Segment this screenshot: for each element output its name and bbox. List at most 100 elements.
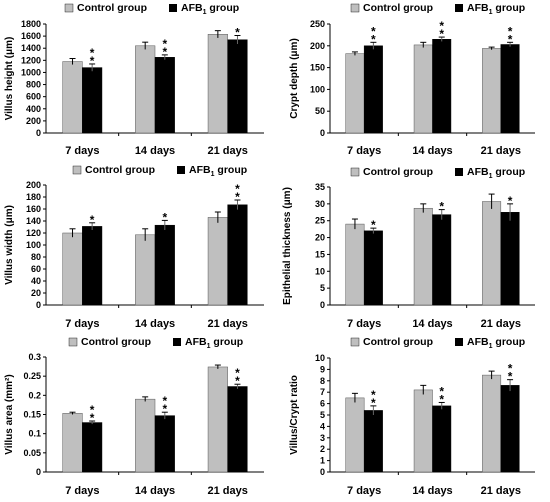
bar-control xyxy=(345,53,365,134)
significance-marker: * xyxy=(439,27,444,41)
bar-control xyxy=(135,45,156,134)
x-tick-label: 7 days xyxy=(347,145,381,157)
y-tick-label: 20 xyxy=(315,233,325,243)
bar-control xyxy=(62,61,83,134)
legend-swatch-control xyxy=(350,167,360,177)
legend-swatch-afb xyxy=(455,168,463,176)
legend-swatch-afb xyxy=(177,166,185,174)
significance-marker: * xyxy=(235,190,240,204)
significance-marker: * xyxy=(90,213,95,227)
chart-panel: Control group AFB1 group 0 0.05 0.1 0.15 0.2 0.… xyxy=(4,336,264,497)
x-tick-label: 21 days xyxy=(481,485,521,497)
y-tick-label: 4 xyxy=(320,421,325,431)
legend-label-afb: AFB1 group xyxy=(467,336,525,350)
bar-afb xyxy=(500,212,520,306)
y-tick-label: 250 xyxy=(310,19,325,29)
bar-control xyxy=(345,223,365,306)
bar-afb xyxy=(500,44,520,134)
significance-marker: * xyxy=(162,45,167,59)
legend-label-afb: AFB1 group xyxy=(189,164,247,178)
y-tick-label: 0 xyxy=(36,467,41,477)
y-tick-label: 15 xyxy=(315,249,325,259)
y-tick-label: 0.3 xyxy=(28,352,41,362)
y-tick-label: 0 xyxy=(320,300,325,310)
bar-control xyxy=(207,366,228,473)
x-tick-label: 21 days xyxy=(207,145,247,157)
y-tick-label: 0.25 xyxy=(23,371,41,381)
x-tick-label: 7 days xyxy=(65,145,99,157)
y-tick-label: 400 xyxy=(26,104,41,114)
bar-afb xyxy=(227,39,248,134)
legend-swatch-control xyxy=(350,3,360,13)
bar-control xyxy=(62,232,83,306)
bar-afb xyxy=(227,386,248,473)
y-tick-label: 200 xyxy=(26,116,41,126)
x-tick-label: 21 days xyxy=(481,318,521,330)
x-tick-label: 14 days xyxy=(412,318,452,330)
x-tick-label: 14 days xyxy=(412,145,452,157)
bar-control xyxy=(482,201,502,306)
y-tick-label: 80 xyxy=(31,252,41,262)
significance-marker: * xyxy=(439,384,444,398)
significance-marker: * xyxy=(508,24,513,38)
significance-marker: * xyxy=(508,370,513,384)
y-tick-label: 100 xyxy=(26,240,41,250)
x-tick-label: 21 days xyxy=(207,318,247,330)
bar-control xyxy=(62,413,83,473)
bar-afb xyxy=(82,226,103,306)
y-tick-label: 200 xyxy=(26,180,41,190)
y-tick-label: 2 xyxy=(320,444,325,454)
bar-afb xyxy=(363,410,383,473)
legend-swatch-control xyxy=(350,337,360,347)
significance-marker: * xyxy=(162,210,167,224)
y-tick-label: 7 xyxy=(320,387,325,397)
y-tick-label: 0 xyxy=(320,467,325,477)
y-tick-label: 140 xyxy=(26,216,41,226)
y-tick-label: 1800 xyxy=(21,19,41,29)
bar-afb xyxy=(154,224,175,306)
y-tick-label: 30 xyxy=(315,199,325,209)
legend: Control group AFB1 group xyxy=(350,336,525,350)
y-tick-label: 8 xyxy=(320,376,325,386)
legend: Control group AFB1 group xyxy=(350,2,525,16)
significance-marker: * xyxy=(508,194,513,208)
significance-marker: * xyxy=(371,388,376,402)
significance-marker: * xyxy=(508,362,513,376)
bar-afb xyxy=(154,415,175,473)
legend: Control group AFB1 group xyxy=(72,164,247,178)
significance-marker: * xyxy=(235,182,240,196)
bar-control xyxy=(482,374,502,473)
bar-control xyxy=(413,207,433,306)
y-tick-label: 1000 xyxy=(21,67,41,77)
legend-swatch-control xyxy=(64,3,74,13)
x-tick-label: 7 days xyxy=(65,318,99,330)
bar-control xyxy=(135,398,156,473)
bar-afb xyxy=(432,214,452,306)
x-tick-label: 7 days xyxy=(347,485,381,497)
legend-label-afb: AFB1 group xyxy=(467,2,525,16)
y-tick-label: 0 xyxy=(320,128,325,138)
y-tick-label: 100 xyxy=(310,84,325,94)
significance-marker: * xyxy=(439,200,444,214)
bar-afb xyxy=(82,422,103,473)
y-tick-label: 200 xyxy=(310,41,325,51)
y-tick-label: 600 xyxy=(26,92,41,102)
y-tick-label: 0.15 xyxy=(23,410,41,420)
y-tick-label: 10 xyxy=(315,353,325,363)
significance-marker: * xyxy=(508,32,513,46)
bar-afb xyxy=(500,385,520,473)
legend-swatch-control xyxy=(68,337,78,347)
y-tick-label: 1 xyxy=(320,456,325,466)
y-tick-label: 800 xyxy=(26,80,41,90)
bar-afb xyxy=(227,204,248,306)
significance-marker: * xyxy=(90,411,95,425)
significance-marker: * xyxy=(90,46,95,60)
y-axis-label: Villus width (μm) xyxy=(4,205,15,285)
y-tick-label: 0 xyxy=(36,128,41,138)
y-tick-label: 1600 xyxy=(21,31,41,41)
significance-marker: * xyxy=(162,394,167,408)
bar-afb xyxy=(154,57,175,134)
y-tick-label: 0.05 xyxy=(23,448,41,458)
y-axis-label: Villus area (mm²) xyxy=(4,374,15,454)
